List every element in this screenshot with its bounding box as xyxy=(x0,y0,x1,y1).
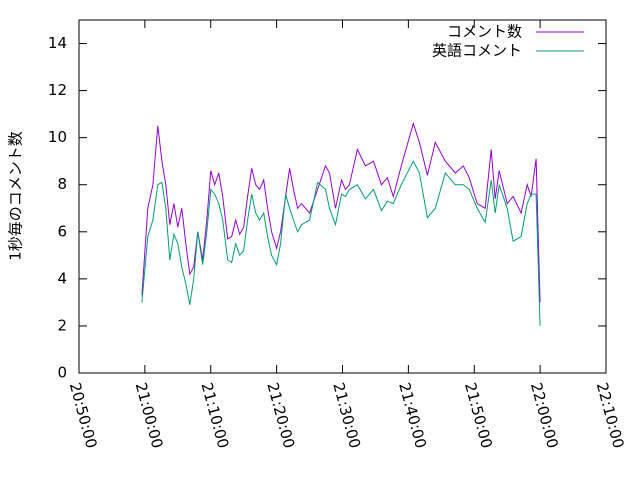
x-tick-label: 20:50:00 xyxy=(66,381,101,451)
x-tick-label: 21:30:00 xyxy=(329,381,364,451)
series-line xyxy=(141,160,541,326)
y-tick-label: 4 xyxy=(57,269,67,287)
y-tick-label: 2 xyxy=(57,316,67,334)
plot-frame xyxy=(78,19,607,374)
legend-label: 英語コメント xyxy=(432,42,522,60)
y-tick-label: 12 xyxy=(48,81,67,99)
legend-label: コメント数 xyxy=(447,23,522,41)
y-tick-label: 10 xyxy=(48,128,67,146)
y-tick-label: 6 xyxy=(57,222,67,240)
series-line xyxy=(141,121,541,303)
x-tick-label: 22:10:00 xyxy=(593,381,628,451)
x-tick-label: 21:50:00 xyxy=(461,381,496,451)
x-tick-label: 21:40:00 xyxy=(395,381,430,451)
x-tick-label: 21:20:00 xyxy=(263,381,298,451)
y-tick-label: 0 xyxy=(57,364,67,382)
y-axis-label: 1秒毎のコメント数 xyxy=(7,131,25,261)
y-tick-label: 8 xyxy=(57,175,67,193)
x-tick-label: 21:00:00 xyxy=(132,381,167,451)
y-tick-label: 14 xyxy=(48,34,67,52)
x-tick-label: 21:10:00 xyxy=(198,381,233,451)
x-tick-label: 22:00:00 xyxy=(527,381,562,451)
